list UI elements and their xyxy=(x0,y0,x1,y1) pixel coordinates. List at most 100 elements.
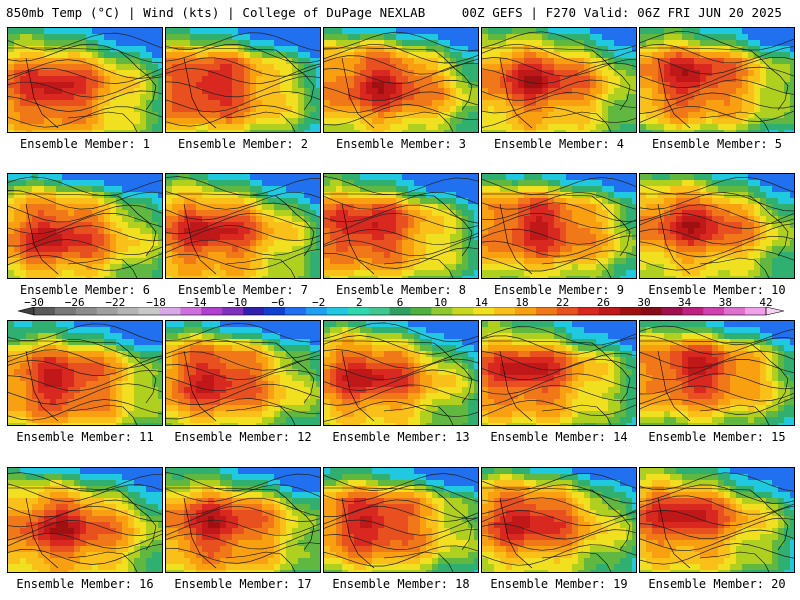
ensemble-panel: Ensemble Member: 15 xyxy=(639,320,795,444)
temperature-map xyxy=(7,467,163,573)
temperature-map xyxy=(639,467,795,573)
temperature-map xyxy=(165,27,321,133)
colorbar-swatch xyxy=(389,307,411,315)
colorbar-tick-label: −10 xyxy=(227,296,248,309)
colorbar-swatch xyxy=(180,307,202,315)
colorbar-swatch xyxy=(201,307,223,315)
colorbar-swatch xyxy=(619,307,641,315)
ensemble-member-label: Ensemble Member: 17 xyxy=(174,577,312,591)
colorbar-tick-label: −2 xyxy=(312,296,326,309)
colorbar-swatch xyxy=(410,307,432,315)
colorbar-swatch xyxy=(452,307,474,315)
colorbar-swatch xyxy=(264,307,286,315)
ensemble-panel: Ensemble Member: 18 xyxy=(323,467,479,591)
colorbar-swatch xyxy=(682,307,704,315)
colorbar-tick-label: 38 xyxy=(718,296,732,309)
ensemble-member-label: Ensemble Member: 2 xyxy=(177,137,309,151)
temperature-map xyxy=(481,27,637,133)
colorbar-swatch xyxy=(96,307,118,315)
colorbar-tick-label: 30 xyxy=(637,296,651,309)
colorbar-swatch xyxy=(473,307,495,315)
ensemble-panel: Ensemble Member: 17 xyxy=(165,467,321,591)
colorbar-swatch xyxy=(284,307,307,315)
temperature-map xyxy=(323,27,479,133)
colorbar-swatch xyxy=(54,307,77,315)
ensemble-panel: Ensemble Member: 1 xyxy=(7,27,163,151)
colorbar-swatch xyxy=(535,307,558,315)
temperature-map xyxy=(481,320,637,426)
colorbar-swatch xyxy=(577,307,599,315)
ensemble-member-label: Ensemble Member: 12 xyxy=(174,430,312,444)
ensemble-member-label: Ensemble Member: 8 xyxy=(335,283,467,297)
colorbar-tick-label: 34 xyxy=(678,296,692,309)
colorbar-tick-label: 6 xyxy=(396,296,404,309)
colorbar-tick-label: −22 xyxy=(105,296,126,309)
ensemble-member-label: Ensemble Member: 11 xyxy=(16,430,154,444)
temperature-map xyxy=(165,320,321,426)
ensemble-member-label: Ensemble Member: 7 xyxy=(177,283,309,297)
ensemble-member-label: Ensemble Member: 16 xyxy=(16,577,154,591)
colorbar-tick-label: 22 xyxy=(556,296,570,309)
colorbar-tick-label: −26 xyxy=(64,296,85,309)
ensemble-member-label: Ensemble Member: 9 xyxy=(493,283,625,297)
temperature-map xyxy=(639,173,795,279)
ensemble-panel: Ensemble Member: 5 xyxy=(639,27,795,151)
ensemble-panel: Ensemble Member: 2 xyxy=(165,27,321,151)
ensemble-panel: Ensemble Member: 13 xyxy=(323,320,479,444)
colorbar-swatch xyxy=(138,307,160,315)
colorbar-tick-label: 26 xyxy=(596,296,610,309)
colorbar-swatch xyxy=(431,307,453,315)
colorbar-tick-label: 2 xyxy=(356,296,363,309)
ensemble-member-label: Ensemble Member: 13 xyxy=(332,430,470,444)
temperature-map xyxy=(7,320,163,426)
colorbar-tick-label: 14 xyxy=(474,296,488,309)
colorbar-tick-label: −6 xyxy=(271,296,285,309)
temperature-map xyxy=(481,467,637,573)
colorbar-swatch xyxy=(368,307,390,315)
colorbar-swatch xyxy=(243,307,265,315)
temperature-map xyxy=(323,173,479,279)
ensemble-panel: Ensemble Member: 8 xyxy=(323,173,479,297)
colorbar-swatch xyxy=(515,307,537,315)
colorbar-tick-label: −14 xyxy=(186,296,207,309)
ensemble-panel: Ensemble Member: 4 xyxy=(481,27,637,151)
colorbar-tick-label: −18 xyxy=(146,296,166,309)
ensemble-member-label: Ensemble Member: 20 xyxy=(648,577,786,591)
colorbar-swatch xyxy=(556,307,579,315)
colorbar-tick-label: −30 xyxy=(24,296,44,309)
ensemble-panel: Ensemble Member: 9 xyxy=(481,173,637,297)
ensemble-member-label: Ensemble Member: 3 xyxy=(335,137,467,151)
colorbar-tick-label: 10 xyxy=(434,296,448,309)
colorbar-swatch xyxy=(745,307,767,315)
ensemble-member-label: Ensemble Member: 5 xyxy=(651,137,783,151)
ensemble-member-label: Ensemble Member: 1 xyxy=(19,137,151,151)
temperature-map xyxy=(7,173,163,279)
colorbar-swatch xyxy=(494,307,516,315)
ensemble-panel: Ensemble Member: 16 xyxy=(7,467,163,591)
colorbar-swatch xyxy=(703,307,725,315)
colorbar-swatch xyxy=(598,307,620,315)
ensemble-panel: Ensemble Member: 14 xyxy=(481,320,637,444)
colorbar: −30 −26 −22 −18 −14 −10 −6 −2 2 6 10 14 18 22 26 30 34 38… xyxy=(0,296,800,318)
colorbar-swatch xyxy=(34,307,56,315)
colorbar-swatch xyxy=(117,307,139,315)
colorbar-swatch xyxy=(640,307,662,315)
ensemble-member-label: Ensemble Member: 18 xyxy=(332,577,470,591)
colorbar-swatch xyxy=(222,307,244,315)
temperature-map xyxy=(7,27,163,133)
colorbar-swatch xyxy=(347,307,369,315)
ensemble-member-label: Ensemble Member: 19 xyxy=(490,577,628,591)
temperature-map xyxy=(323,320,479,426)
ensemble-panel: Ensemble Member: 6 xyxy=(7,173,163,297)
colorbar-swatch xyxy=(326,307,349,315)
ensemble-panel: Ensemble Member: 3 xyxy=(323,27,479,151)
ensemble-panel: Ensemble Member: 11 xyxy=(7,320,163,444)
ensemble-member-label: Ensemble Member: 14 xyxy=(490,430,628,444)
ensemble-member-label: Ensemble Member: 15 xyxy=(648,430,786,444)
colorbar-swatch xyxy=(724,307,746,315)
ensemble-panel: Ensemble Member: 12 xyxy=(165,320,321,444)
ensemble-panel: Ensemble Member: 10 xyxy=(639,173,795,297)
colorbar-swatch xyxy=(75,307,98,315)
temperature-map xyxy=(165,173,321,279)
temperature-map xyxy=(639,27,795,133)
